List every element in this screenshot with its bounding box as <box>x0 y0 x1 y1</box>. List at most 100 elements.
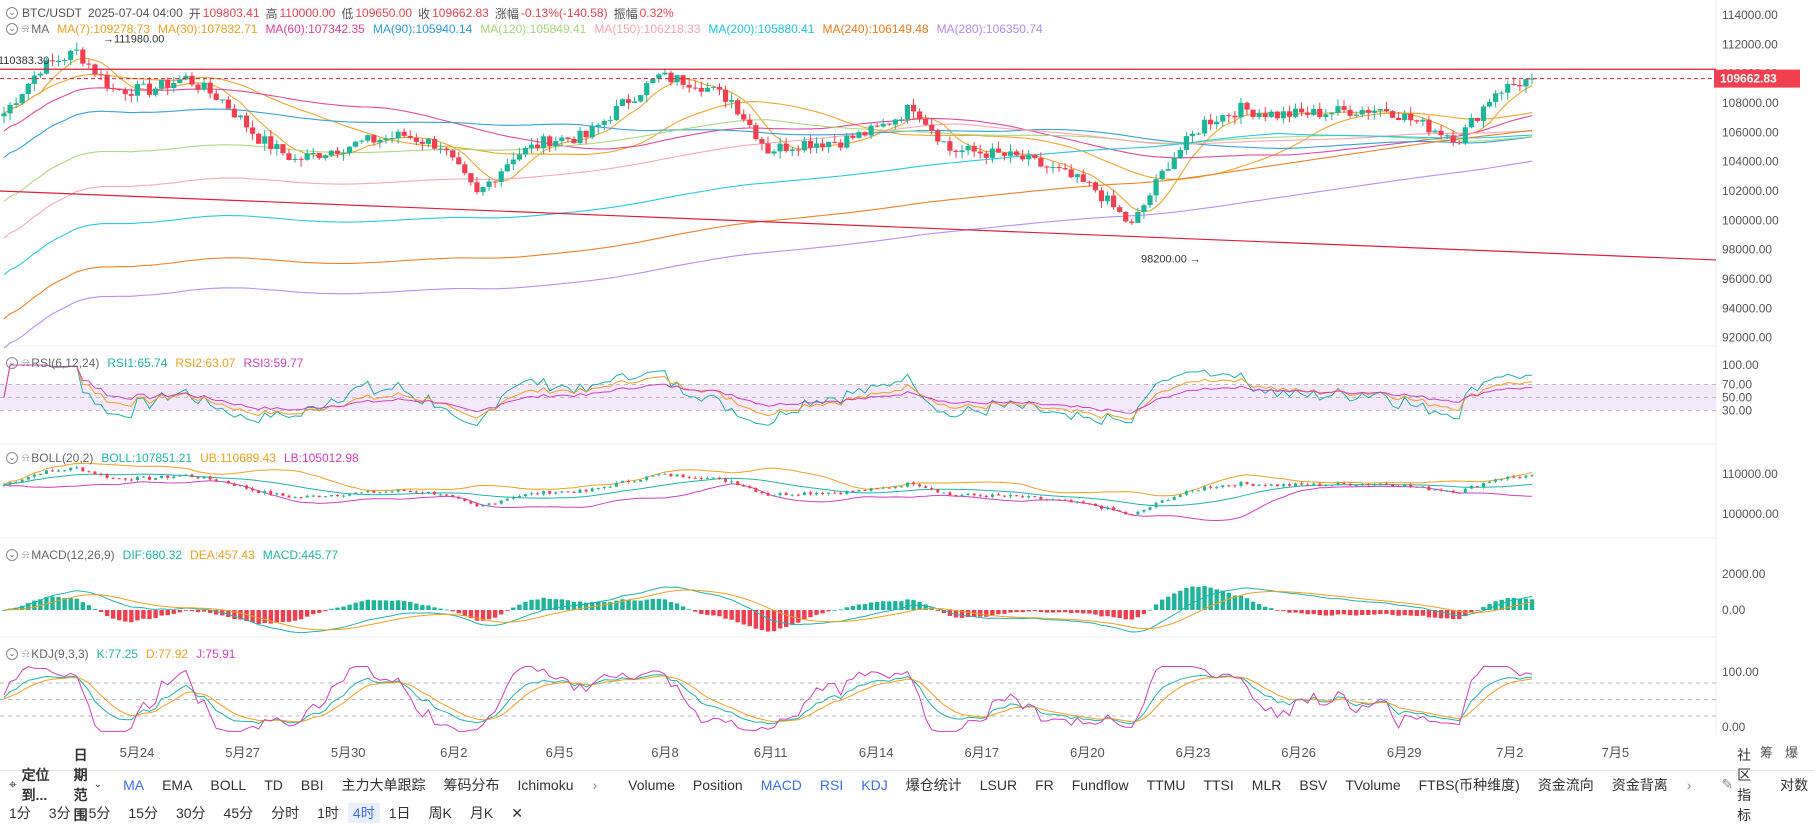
community-indicator-button[interactable]: ✎ 社区指标 <box>1713 747 1759 823</box>
tab-lsur[interactable]: LSUR <box>979 776 1018 793</box>
tab-周k[interactable]: 周K <box>428 805 452 821</box>
candle-body <box>1183 136 1189 150</box>
macd-bar <box>1075 610 1080 613</box>
boll-indicator-name[interactable]: BOLL(20,2) <box>31 451 94 465</box>
collapse-icon[interactable]: ⌄ <box>6 357 18 369</box>
candle-body <box>462 164 468 174</box>
tab-bsv[interactable]: BSV <box>1299 776 1328 793</box>
tab-分时[interactable]: 分时 <box>271 805 300 821</box>
tab-ttsi[interactable]: TTSI <box>1203 776 1234 793</box>
ma-legend: ⌄ ⍾ MA MA(7):109278.73 MA(30):107832.71 MA(60… <box>6 21 1051 37</box>
collapse-icon[interactable]: ⌄ <box>6 23 18 35</box>
candle-body <box>407 135 413 138</box>
tab-1日[interactable]: 1日 <box>388 805 411 821</box>
candle-body <box>1026 154 1032 160</box>
log-scale-toggle[interactable]: 对数 <box>1780 776 1809 793</box>
bell-icon[interactable]: ⍾ <box>22 548 30 561</box>
macd-bar <box>802 610 807 620</box>
tab-td[interactable]: TD <box>264 776 283 793</box>
bell-icon[interactable]: ⍾ <box>22 647 30 660</box>
candle-body <box>741 114 747 120</box>
tab-4时[interactable]: 4时 <box>347 803 380 823</box>
candle-body <box>1523 79 1529 87</box>
candle-body <box>110 87 116 90</box>
tab-资金流向[interactable]: 资金流向 <box>1537 776 1594 793</box>
candle-body <box>1147 195 1153 206</box>
candle-body <box>916 111 923 119</box>
boll-candle-body <box>748 486 752 489</box>
tab-15分[interactable]: 15分 <box>128 805 158 821</box>
tab-主力大单跟踪[interactable]: 主力大单跟踪 <box>341 776 426 793</box>
tab-fundflow[interactable]: Fundflow <box>1071 776 1129 793</box>
tab-1时[interactable]: 1时 <box>317 805 339 821</box>
tab-5分[interactable]: 5分 <box>88 805 111 821</box>
macd-bar <box>984 610 989 617</box>
macd-indicator-name[interactable]: MACD(12,26,9) <box>31 548 115 562</box>
candle-body <box>431 138 438 149</box>
tab-tvolume[interactable]: TVolume <box>1345 776 1401 793</box>
rsi-indicator-name[interactable]: RSI(6,12,24) <box>31 356 100 370</box>
boll-candle-body <box>342 495 346 497</box>
tab-rsi[interactable]: RSI <box>819 776 844 793</box>
kdj-indicator-name[interactable]: KDJ(9,3,3) <box>31 647 89 661</box>
tab-爆仓统计[interactable]: 爆仓统计 <box>905 776 962 793</box>
tab-ichimoku[interactable]: Ichimoku <box>517 776 574 793</box>
expand-icon[interactable]: ⌄ <box>6 7 18 19</box>
boll-candle-body <box>148 476 152 480</box>
boll-value-2: LB:105012.98 <box>283 451 359 465</box>
tab-ma[interactable]: MA <box>123 776 145 793</box>
tab-1分[interactable]: 1分 <box>9 805 31 821</box>
tab-fr[interactable]: FR <box>1035 776 1054 793</box>
tab-3分[interactable]: 3分 <box>48 805 71 821</box>
collapse-icon[interactable]: ⌄ <box>6 549 18 561</box>
candle-body <box>340 152 347 154</box>
tab-ema[interactable]: EMA <box>162 776 193 793</box>
tab-30分[interactable]: 30分 <box>175 805 206 821</box>
macd-bar <box>1481 606 1486 610</box>
macd-bar <box>1317 610 1322 616</box>
bell-icon[interactable]: ⍾ <box>22 451 30 464</box>
boll-candle-body <box>1063 499 1067 501</box>
macd-bar <box>541 597 546 610</box>
locate-button[interactable]: ⌖ 定位到... <box>0 767 54 803</box>
collapse-icon[interactable]: ⌄ <box>6 452 18 464</box>
tab-ftbs-币种维度-[interactable]: FTBS(币种维度) <box>1418 776 1520 793</box>
chart-canvas[interactable]: 114000.00 112000.00 110000.00 108000.00 1060… <box>0 0 1814 770</box>
macd-bar <box>80 602 86 610</box>
trendline <box>0 190 1717 261</box>
chevron-right-icon[interactable]: › <box>592 776 598 793</box>
chevron-right-icon[interactable]: › <box>1686 776 1692 793</box>
tab-45分[interactable]: 45分 <box>223 805 254 821</box>
collapse-icon[interactable]: ⌄ <box>6 648 18 660</box>
candle-body <box>1432 130 1438 133</box>
tab-筹码分布[interactable]: 筹码分布 <box>443 776 500 793</box>
boll-legend: ⌄ ⍾ BOLL(20,2) BOLL:107851.21 UB:110689.43 LB… <box>6 450 367 466</box>
tab-月k[interactable]: 月K <box>469 805 494 821</box>
ma-indicator-name[interactable]: MA <box>31 22 50 36</box>
date-range-button[interactable]: 日期范围 ⌄ <box>66 747 102 823</box>
tab-volume[interactable]: Volume <box>628 776 675 793</box>
candle-body <box>286 153 292 161</box>
candle-body <box>1438 130 1444 136</box>
macd-bar <box>1159 599 1165 610</box>
tab-资金背离[interactable]: 资金背离 <box>1611 776 1668 793</box>
bell-icon[interactable]: ⍾ <box>22 356 30 369</box>
tab-kdj[interactable]: KDJ <box>861 776 888 793</box>
bell-icon[interactable]: ⍾ <box>22 22 30 35</box>
boll-candle-body <box>1488 481 1492 483</box>
tab-boll[interactable]: BOLL <box>210 776 247 793</box>
tab-ttmu[interactable]: TTMU <box>1146 776 1186 793</box>
tab-bbi[interactable]: BBI <box>300 776 324 793</box>
tab-macd[interactable]: MACD <box>760 776 802 793</box>
boll-candle-body <box>681 474 685 478</box>
boll-candle-body <box>75 467 79 469</box>
candle-body <box>1486 102 1493 107</box>
tab-position[interactable]: Position <box>692 776 743 793</box>
close-icon[interactable]: ✕ <box>511 804 523 821</box>
boll-candle-body <box>633 481 637 483</box>
candle-body <box>1226 115 1232 117</box>
macd-bar <box>1469 610 1474 613</box>
tab-mlr[interactable]: MLR <box>1251 776 1282 793</box>
boll-candle-body <box>154 478 158 480</box>
